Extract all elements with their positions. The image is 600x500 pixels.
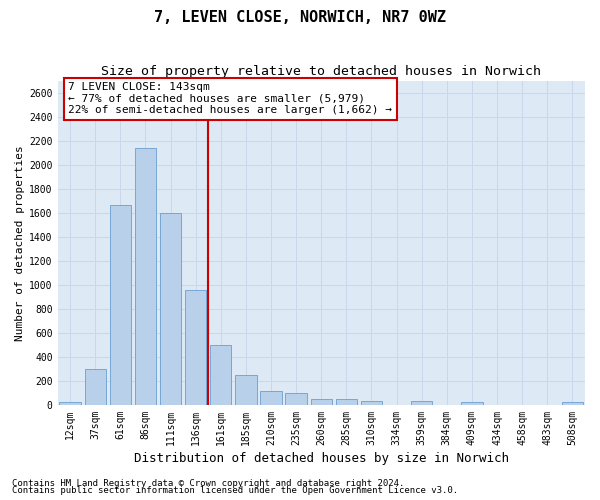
Title: Size of property relative to detached houses in Norwich: Size of property relative to detached ho… xyxy=(101,65,541,78)
Bar xyxy=(160,214,181,405)
Bar xyxy=(336,399,357,405)
Bar xyxy=(361,400,382,405)
X-axis label: Distribution of detached houses by size in Norwich: Distribution of detached houses by size … xyxy=(134,452,509,465)
Bar xyxy=(85,369,106,405)
Bar xyxy=(235,375,257,405)
Bar xyxy=(59,402,81,405)
Bar xyxy=(286,393,307,405)
Bar xyxy=(311,399,332,405)
Bar xyxy=(411,400,433,405)
Text: Contains public sector information licensed under the Open Government Licence v3: Contains public sector information licen… xyxy=(12,486,458,495)
Bar xyxy=(185,290,206,405)
Bar xyxy=(461,402,482,405)
Text: 7 LEVEN CLOSE: 143sqm
← 77% of detached houses are smaller (5,979)
22% of semi-d: 7 LEVEN CLOSE: 143sqm ← 77% of detached … xyxy=(68,82,392,116)
Bar xyxy=(135,148,156,405)
Bar xyxy=(210,345,232,405)
Bar xyxy=(260,390,282,405)
Text: Contains HM Land Registry data © Crown copyright and database right 2024.: Contains HM Land Registry data © Crown c… xyxy=(12,478,404,488)
Bar xyxy=(562,402,583,405)
Text: 7, LEVEN CLOSE, NORWICH, NR7 0WZ: 7, LEVEN CLOSE, NORWICH, NR7 0WZ xyxy=(154,10,446,25)
Y-axis label: Number of detached properties: Number of detached properties xyxy=(15,145,25,340)
Bar xyxy=(110,205,131,405)
